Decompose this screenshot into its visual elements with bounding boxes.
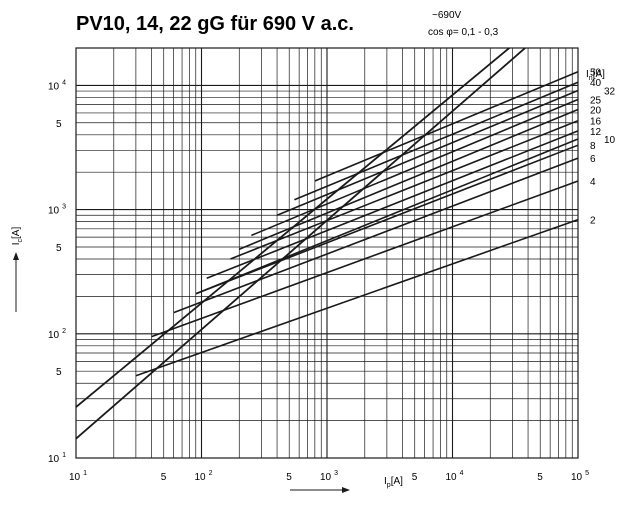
x-tick-label: 10 3	[320, 470, 338, 483]
x-axis-label-unit: [A]	[391, 476, 403, 487]
x-axis-label-main: I	[384, 476, 387, 487]
y-axis-label-unit: [A]	[11, 227, 22, 239]
y-axis-label: Ic[A]	[11, 227, 24, 246]
label-in-6: 6	[590, 154, 596, 165]
x-tick-label: 10 5	[571, 470, 589, 483]
y-tick-label: 5	[56, 243, 62, 254]
y-tick-label: 10 1	[48, 452, 66, 465]
curve-in-20	[238, 108, 578, 250]
label-in-25: 25	[590, 95, 602, 106]
curve-in-40	[294, 81, 578, 201]
x-tick-label: 5	[412, 472, 418, 483]
label-in-4: 4	[590, 177, 596, 188]
label-in-32: 32	[604, 86, 616, 97]
y-axis-arrow-head	[13, 252, 19, 260]
y-tick-label: 10 2	[48, 328, 66, 341]
label-in-8: 8	[590, 141, 596, 152]
curve-in-50	[314, 70, 578, 182]
chart-title: PV10, 14, 22 gG für 690 V a.c.	[76, 13, 354, 35]
y-axis-label-main: I	[11, 242, 22, 245]
plot-frame	[75, 47, 579, 459]
y-axis-label-group: Ic[A]	[11, 227, 24, 246]
rated-current-curves	[135, 70, 578, 377]
curve-in-12	[206, 130, 578, 280]
x-tick-label: 5	[161, 472, 167, 483]
x-tick-label: 10 1	[69, 470, 87, 483]
curve-in-25	[251, 98, 578, 237]
x-axis-arrow-head	[342, 487, 350, 493]
x-axis-label: Ip[A]	[384, 476, 403, 489]
label-in-20: 20	[590, 105, 602, 116]
label-in-16: 16	[590, 117, 602, 128]
y-tick-label: 10 4	[48, 79, 66, 92]
curve-in-6	[173, 157, 578, 314]
y-tick-labels: 10 1 5 10 2 5 10 3 5 10 4	[48, 79, 66, 465]
curve-in-4	[151, 180, 578, 338]
grid	[76, 48, 578, 458]
y-tick-label: 10 3	[48, 204, 66, 217]
legend-title-sub: n	[589, 75, 593, 82]
curve-in-8	[195, 144, 578, 295]
curve-in-16	[230, 119, 578, 260]
curve-in-32	[276, 89, 578, 217]
legend-title: In[A]	[586, 69, 605, 82]
label-in-40: 40	[590, 78, 602, 89]
x-tick-label: 10 2	[195, 470, 213, 483]
x-tick-labels: 10 1 5 10 2 5 10 3 5 10 4 5 10 5	[69, 470, 589, 483]
label-in-50: 50	[590, 68, 602, 79]
label-in-10: 10	[604, 135, 616, 146]
x-axis-label-sub: p	[387, 482, 391, 489]
x-tick-label: 5	[537, 472, 543, 483]
y-tick-label: 5	[56, 367, 62, 378]
curve-in-10	[195, 138, 578, 295]
x-tick-label: 5	[286, 472, 292, 483]
y-tick-label: 5	[56, 119, 62, 130]
legend-title-main: I	[586, 69, 589, 80]
cos-phi-note: cos φ= 0,1 - 0,3	[428, 27, 499, 38]
y-axis-label-sub: c	[17, 238, 24, 242]
envelope-line	[76, 48, 527, 440]
voltage-note: ~690V	[432, 10, 462, 21]
legend-title-unit: [A]	[593, 69, 605, 80]
curve-in-2	[135, 218, 578, 377]
x-tick-label: 10 4	[446, 470, 464, 483]
label-in-2: 2	[590, 216, 596, 227]
label-in-12: 12	[590, 127, 602, 138]
